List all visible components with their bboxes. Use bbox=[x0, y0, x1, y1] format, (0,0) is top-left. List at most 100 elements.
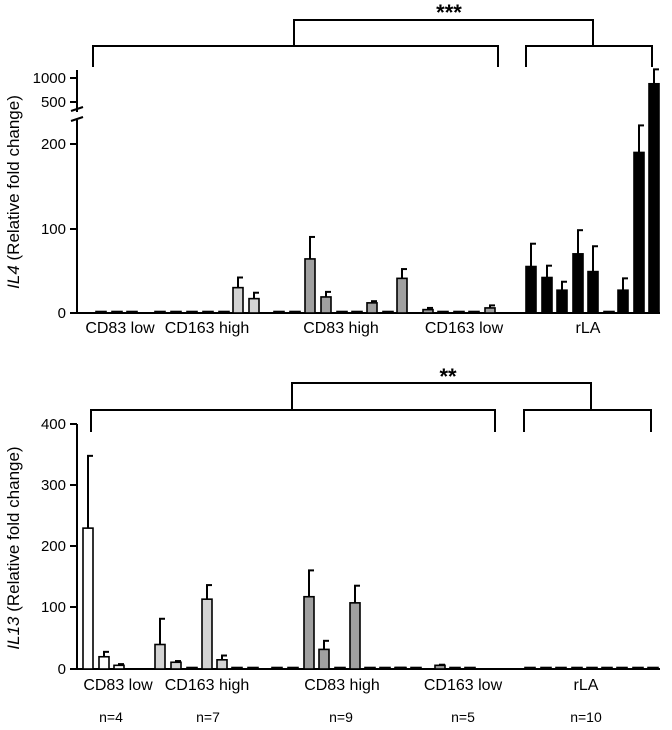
il4-bar-1-0 bbox=[154, 310, 166, 314]
il4-bar-4-7 bbox=[633, 151, 645, 314]
il4-bar-2-3 bbox=[320, 296, 332, 314]
il13-bar-1-0 bbox=[154, 643, 166, 670]
il4-group-label-rla: rLA bbox=[576, 320, 601, 337]
il4-bar-2-1 bbox=[289, 310, 301, 314]
il4-y-tick-1000: 1000 bbox=[33, 70, 66, 87]
il13-group-label-rla: rLA bbox=[574, 677, 599, 694]
il4-bar-3-4 bbox=[484, 307, 496, 314]
il4-bar-1-2 bbox=[186, 310, 198, 314]
il13-y-axis bbox=[70, 423, 660, 670]
il4-bar-4-2 bbox=[556, 289, 568, 314]
il13-bar-1-3 bbox=[201, 598, 213, 670]
il4-y-axis bbox=[70, 70, 660, 314]
il13-bar-1-1 bbox=[170, 661, 182, 670]
il13-bar-4-5 bbox=[601, 666, 613, 670]
il13-bar-4-6 bbox=[616, 666, 628, 670]
il13-bar-0-0 bbox=[82, 527, 94, 670]
il4-bar-2-5 bbox=[351, 310, 363, 314]
il4-bar-1-5 bbox=[232, 286, 244, 314]
il4-bar-1-1 bbox=[170, 310, 182, 314]
il4-y-axis-label: IL4 (Relative fold change) bbox=[4, 95, 23, 289]
il13-significance-stars: ** bbox=[439, 364, 457, 389]
il4-bar-2-0 bbox=[273, 310, 285, 314]
il4-bars bbox=[95, 68, 660, 314]
il4-group-label-cd163-high: CD163 high bbox=[165, 320, 250, 337]
il13-bar-4-1 bbox=[540, 666, 552, 670]
il4-y-tick-500: 500 bbox=[41, 94, 66, 111]
il4-bar-2-6 bbox=[366, 302, 378, 314]
il13-bar-1-5 bbox=[231, 666, 243, 670]
il4-bar-4-4 bbox=[587, 270, 599, 314]
n-label-rla: n=10 bbox=[570, 709, 602, 725]
il4-gene-name: IL4 bbox=[4, 265, 23, 289]
il13-bar-0-2 bbox=[113, 664, 125, 670]
il4-y-tick-0: 0 bbox=[58, 305, 66, 322]
il4-group-label-cd83-low: CD83 low bbox=[85, 320, 155, 337]
il4-bar-2-2 bbox=[304, 258, 316, 314]
il13-bar-2-6 bbox=[364, 666, 376, 670]
il4-bar-1-6 bbox=[248, 297, 260, 314]
il4-significance-stars: *** bbox=[436, 0, 462, 25]
il13-bar-4-3 bbox=[571, 666, 583, 670]
il4-bar-4-6 bbox=[617, 289, 629, 314]
il13-group-label-cd83-high: CD83 high bbox=[304, 677, 380, 694]
il4-bar-4-8 bbox=[648, 82, 660, 314]
il13-group-label-cd163-low: CD163 low bbox=[424, 677, 503, 694]
il13-group-label-cd163-high: CD163 high bbox=[165, 677, 250, 694]
il13-y-axis-label-rest: (Relative fold change) bbox=[4, 446, 23, 616]
il13-bar-2-0 bbox=[271, 666, 283, 670]
il4-bar-4-1 bbox=[541, 276, 553, 314]
il13-group-label-cd83-low: CD83 low bbox=[83, 677, 153, 694]
il4-bar-2-7 bbox=[382, 310, 394, 314]
il13-bar-1-4 bbox=[216, 659, 228, 670]
il4-significance-bracket bbox=[92, 19, 653, 67]
il4-group-label-cd163-low: CD163 low bbox=[425, 320, 504, 337]
il13-bar-4-0 bbox=[524, 666, 536, 670]
il4-bar-0-2 bbox=[126, 310, 138, 314]
n-label-cd163-high: n=7 bbox=[196, 709, 220, 725]
il4-bar-3-3 bbox=[468, 310, 480, 314]
il13-bar-3-4 bbox=[464, 666, 476, 670]
n-label-cd163-low: n=5 bbox=[451, 709, 475, 725]
il13-gene-name: IL13 bbox=[4, 616, 23, 650]
il4-bar-3-0 bbox=[422, 308, 434, 314]
il13-bar-2-2 bbox=[303, 595, 315, 670]
il4-y-tick-100: 100 bbox=[41, 221, 66, 238]
il13-y-tick-300: 300 bbox=[41, 477, 66, 494]
il13-bar-4-7 bbox=[632, 666, 644, 670]
il13-bar-4-2 bbox=[555, 666, 567, 670]
il4-bar-0-1 bbox=[111, 310, 123, 314]
il13-bar-3-0 bbox=[395, 666, 407, 670]
il13-bar-2-3 bbox=[318, 648, 330, 670]
il4-bar-3-1 bbox=[437, 310, 449, 314]
il4-group-label-cd83-high: CD83 high bbox=[303, 320, 379, 337]
il13-y-tick-400: 400 bbox=[41, 416, 66, 433]
il13-bars bbox=[82, 454, 659, 670]
il13-bar-2-7 bbox=[379, 666, 391, 670]
il4-y-axis-label-rest: (Relative fold change) bbox=[4, 95, 23, 265]
il13-bar-3-3 bbox=[449, 666, 461, 670]
il4-bar-1-3 bbox=[202, 310, 214, 314]
il13-y-axis-label: IL13 (Relative fold change) bbox=[4, 446, 23, 649]
il13-bar-4-4 bbox=[586, 666, 598, 670]
il13-bar-3-2 bbox=[434, 664, 446, 670]
il13-bar-1-6 bbox=[247, 666, 259, 670]
il13-bar-1-2 bbox=[186, 666, 198, 670]
il4-y-tick-200: 200 bbox=[41, 136, 66, 153]
il13-bar-2-4 bbox=[334, 666, 346, 670]
il4-chart: *** 1000 500 200 100 0 IL4 (Relative fol… bbox=[4, 0, 660, 337]
il13-bar-0-1 bbox=[98, 655, 110, 670]
il13-chart: ** 400 300 200 100 0 IL13 (Relative fold… bbox=[4, 364, 660, 725]
il13-significance-bracket bbox=[90, 382, 652, 432]
n-label-cd83-low: n=4 bbox=[99, 709, 123, 725]
il4-bar-2-8 bbox=[396, 277, 408, 314]
il13-y-tick-200: 200 bbox=[41, 538, 66, 555]
il13-bar-4-8 bbox=[647, 666, 659, 670]
il4-bar-3-2 bbox=[453, 310, 465, 314]
n-label-cd83-high: n=9 bbox=[329, 709, 353, 725]
il13-y-tick-100: 100 bbox=[41, 599, 66, 616]
il4-bar-2-4 bbox=[336, 310, 348, 314]
il13-y-tick-0: 0 bbox=[58, 661, 66, 678]
il4-bar-4-0 bbox=[525, 265, 537, 314]
